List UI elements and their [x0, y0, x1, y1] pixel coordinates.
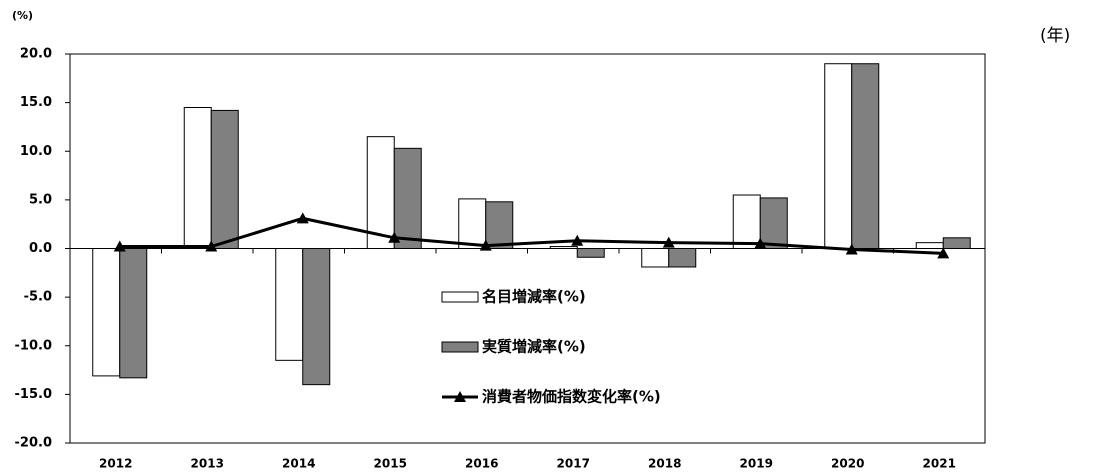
x-tick-label: 2019: [740, 457, 773, 471]
bar: [302, 248, 331, 386]
legend-swatch: [441, 341, 479, 353]
x-tick-label: 2016: [465, 457, 498, 471]
x-tick-label: 2015: [374, 457, 407, 471]
bar: [183, 106, 212, 249]
marker: [113, 240, 126, 252]
marker: [571, 234, 584, 246]
x-tick-label: 2012: [99, 457, 132, 471]
x-tick-label: 2014: [282, 457, 315, 471]
bar: [824, 63, 853, 249]
marker: [296, 212, 309, 224]
bar: [210, 109, 239, 249]
legend-label: 名目増減率(%): [482, 288, 586, 306]
y-tick-label: 10.0: [20, 144, 52, 159]
line: [119, 216, 944, 255]
x-tick-label: 2020: [831, 457, 864, 471]
y-tick-label: 0.0: [29, 241, 52, 256]
bar: [759, 197, 788, 249]
x-tick-label: 2021: [923, 457, 956, 471]
legend-label: 実質増減率(%): [482, 338, 586, 356]
x-tick-label: 2017: [557, 457, 590, 471]
marker: [205, 240, 218, 252]
y-axis-label: (%): [12, 9, 33, 22]
bar: [942, 237, 971, 250]
bar: [393, 147, 422, 250]
bar: [92, 248, 121, 377]
bar: [485, 201, 514, 250]
y-tick-label: 15.0: [20, 95, 52, 110]
bar: [668, 248, 697, 268]
bar: [458, 198, 487, 249]
legend-label: 消費者物価指数変化率(%): [482, 388, 661, 406]
marker: [388, 231, 401, 243]
bar: [851, 63, 880, 249]
marker: [662, 236, 675, 248]
legend-marker: [454, 391, 466, 402]
y-tick-label: -5.0: [24, 290, 52, 305]
bar: [915, 242, 944, 249]
marker: [937, 247, 950, 259]
bar: [275, 248, 304, 361]
y-tick-label: 5.0: [29, 192, 52, 207]
legend: [438, 278, 728, 416]
marker: [479, 239, 492, 251]
legend-swatch: [441, 291, 479, 303]
marker: [754, 237, 767, 249]
x-tick-label: 2018: [648, 457, 681, 471]
bar: [576, 248, 605, 258]
y-tick-label: 20.0: [20, 47, 52, 62]
y-tick-label: -15.0: [15, 387, 52, 402]
x-tick-label: 2013: [191, 457, 224, 471]
y-tick-label: -20.0: [15, 436, 52, 451]
bar: [732, 194, 761, 249]
bar: [119, 248, 148, 379]
y-tick-label: -10.0: [15, 338, 52, 353]
bar: [641, 248, 670, 268]
marker: [845, 243, 858, 255]
x-axis-label: (年): [1040, 26, 1070, 46]
bar: [549, 246, 578, 249]
